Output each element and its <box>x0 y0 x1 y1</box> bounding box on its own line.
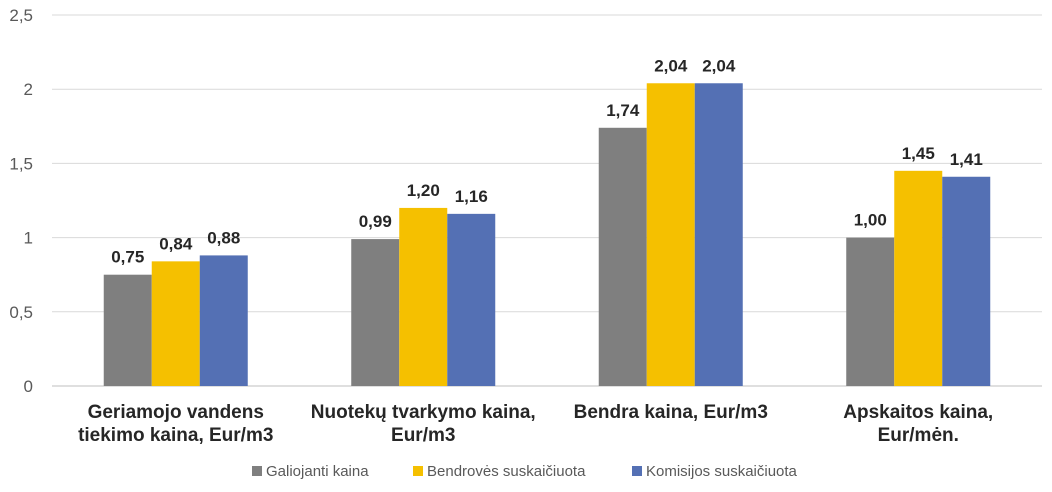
bars <box>103 83 991 386</box>
bar <box>151 261 200 386</box>
bar <box>846 237 895 386</box>
legend-label: Komisijos suskaičiuota <box>646 463 798 480</box>
data-label: 0,99 <box>359 212 392 231</box>
data-label: 0,84 <box>159 234 193 253</box>
data-label: 1,00 <box>854 211 887 230</box>
bar <box>447 213 496 386</box>
bar <box>103 274 152 386</box>
x-category-label: Apskaitos kaina, <box>843 402 993 423</box>
legend-label: Galiojanti kaina <box>266 463 369 480</box>
bar <box>894 170 943 386</box>
data-label: 1,16 <box>455 187 488 206</box>
data-label: 0,75 <box>111 248 144 267</box>
x-category-label: Nuotekų tvarkymo kaina, <box>311 402 536 423</box>
legend-swatch <box>413 466 423 476</box>
legend-label: Bendrovės suskaičiuota <box>427 463 586 480</box>
y-tick-label: 0 <box>24 377 33 396</box>
data-label: 1,74 <box>606 101 640 120</box>
x-category-label: Eur/mėn. <box>878 425 959 446</box>
y-tick-label: 0,5 <box>9 303 33 322</box>
bar <box>598 127 647 386</box>
data-label: 1,41 <box>950 150 983 169</box>
x-category-label: Geriamojo vandens <box>88 402 264 423</box>
x-category-label: Eur/m3 <box>391 425 455 446</box>
y-axis-ticks: 0 0,5 1 1,5 2 2,5 <box>9 6 33 396</box>
bar <box>199 255 248 386</box>
x-category-label: Bendra kaina, Eur/m3 <box>574 402 768 423</box>
bar <box>646 83 695 386</box>
bar <box>351 239 400 386</box>
data-label: 2,04 <box>702 56 736 75</box>
y-tick-label: 1,5 <box>9 154 33 173</box>
bar <box>399 207 448 386</box>
bar <box>942 176 991 386</box>
x-category-label: tiekimo kaina, Eur/m3 <box>78 425 273 446</box>
bar <box>694 83 743 386</box>
data-label: 2,04 <box>654 56 688 75</box>
legend-swatch <box>252 466 262 476</box>
y-tick-label: 1 <box>24 229 33 248</box>
legend-swatch <box>632 466 642 476</box>
legend: Galiojanti kaina Bendrovės suskaičiuota Ko… <box>252 463 798 480</box>
data-label: 1,20 <box>407 181 440 200</box>
y-tick-label: 2,5 <box>9 6 33 25</box>
y-tick-label: 2 <box>24 80 33 99</box>
data-label: 1,45 <box>902 144 935 163</box>
data-label: 0,88 <box>207 228 240 247</box>
data-labels: 0,75 0,84 0,88 0,99 1,20 1,16 1,74 2,04 2,04 1,00… <box>111 56 983 266</box>
